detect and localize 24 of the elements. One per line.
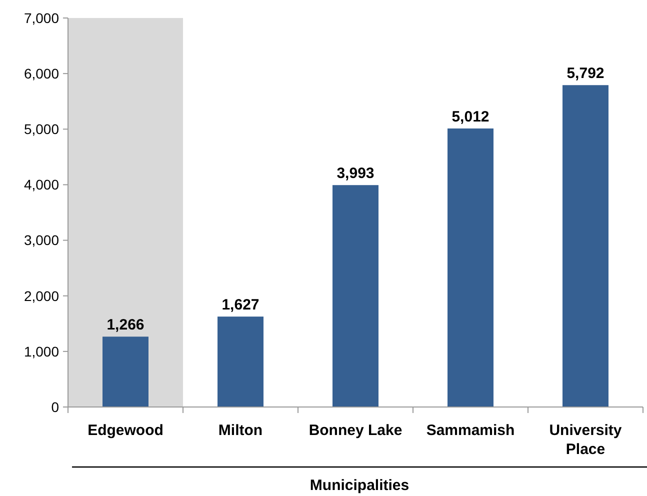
data-label: 5,792 (566, 65, 604, 82)
data-label: 1,266 (106, 316, 144, 334)
y-tick-label: 0 (51, 398, 60, 415)
y-tick-label: 4,000 (24, 176, 60, 193)
bar (562, 85, 608, 407)
data-label: 3,993 (336, 165, 374, 182)
x-tick-label: Milton (218, 422, 263, 439)
y-tick-label: 5,000 (24, 121, 60, 138)
y-tick-label: 1,000 (24, 343, 60, 360)
data-label: 1,627 (222, 296, 260, 314)
y-tick-label: 2,000 (24, 288, 60, 304)
x-tick-label: Edgewood (88, 422, 164, 439)
bar (218, 316, 264, 407)
y-tick-label: 6,000 (24, 65, 60, 82)
data-label: 5,012 (452, 108, 490, 126)
y-tick-label: 7,000 (24, 10, 60, 26)
y-tick-label: 3,000 (24, 232, 60, 248)
bar (448, 128, 494, 407)
x-tick-label: Sammamish (426, 422, 515, 439)
bar (332, 185, 378, 407)
x-tick-label: Bonney Lake (308, 422, 402, 439)
x-tick-label: University Place (549, 422, 622, 458)
x-axis-title: Municipalities (310, 477, 410, 494)
bar (102, 336, 148, 407)
